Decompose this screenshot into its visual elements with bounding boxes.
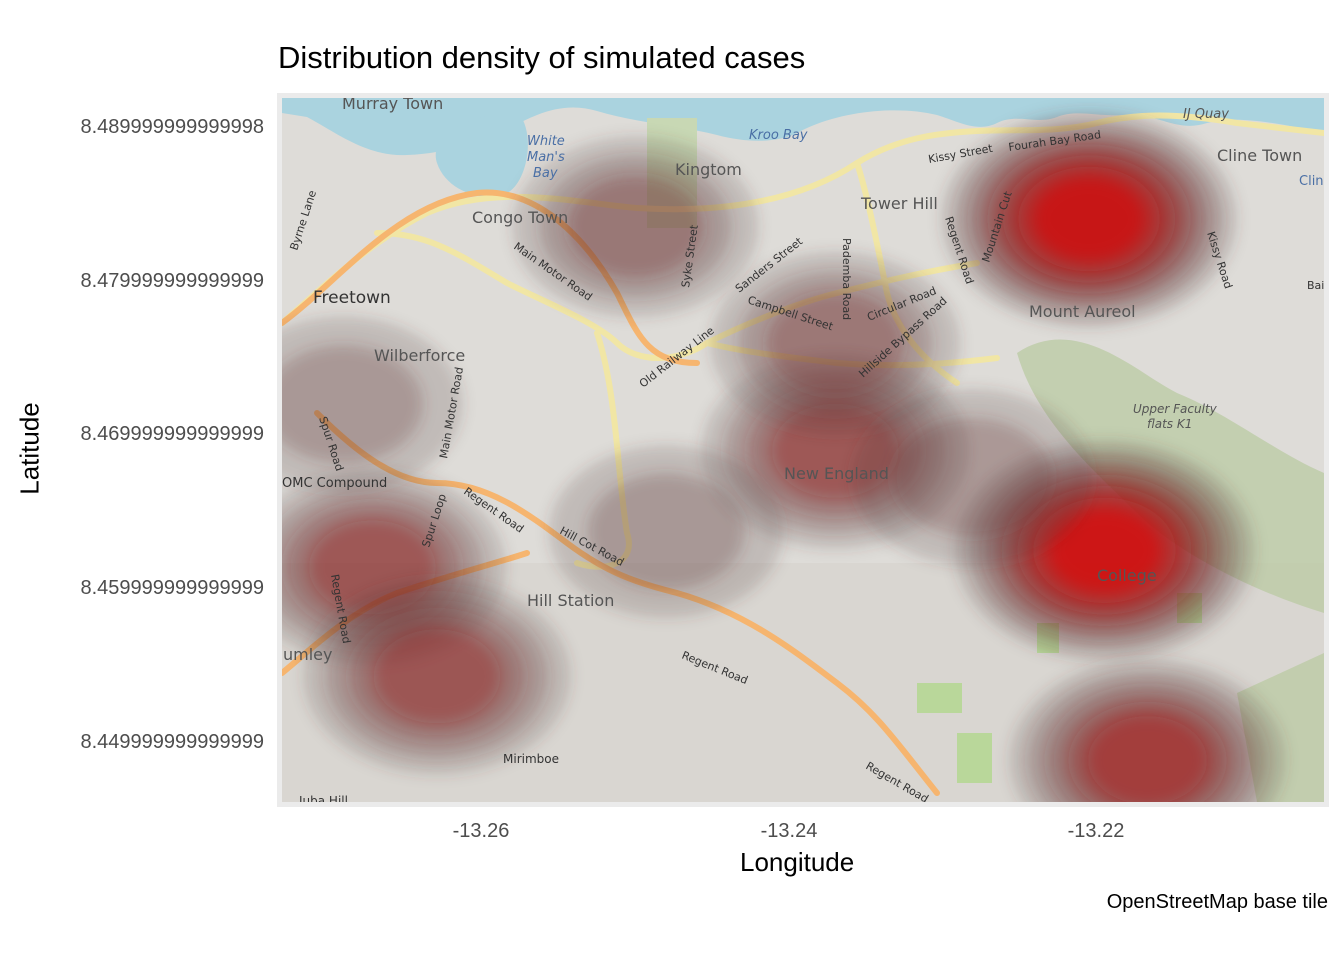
- density-hotspot: [282, 316, 463, 492]
- density-contour: [767, 292, 904, 394]
- map-label: Bay: [533, 166, 558, 181]
- map-label: Wilberforce: [374, 346, 465, 365]
- map-label: Kingtom: [675, 160, 742, 179]
- density-hotspot: [549, 445, 784, 618]
- map-label: umley: [283, 645, 332, 664]
- map-label: Kroo Bay: [749, 128, 808, 143]
- map-panel[interactable]: Murray Town White Man's Bay Kroo Bay IJ …: [277, 93, 1329, 807]
- y-tick-label: 8.489999999999998: [80, 116, 264, 138]
- density-hotspot: [852, 388, 1093, 566]
- map-label: flats K1: [1147, 417, 1192, 431]
- map-label: New England: [784, 464, 889, 483]
- density-hotspot: [303, 578, 571, 775]
- density-hotspot: [512, 136, 759, 317]
- y-tick-label: 8.449999999999999: [80, 731, 264, 753]
- density-layer: [282, 110, 1286, 802]
- street-label: Bai: [1307, 279, 1324, 292]
- map-label: Juba Hill: [298, 794, 348, 807]
- x-tick-label: -13.26: [452, 820, 510, 842]
- map-label: Upper Faculty: [1133, 402, 1218, 416]
- chart-title: Distribution density of simulated cases: [278, 40, 806, 75]
- map-label: Mirimboe: [503, 752, 559, 766]
- map-label: College: [1097, 566, 1157, 585]
- field-area: [917, 683, 962, 713]
- density-contour: [282, 345, 423, 463]
- density-contour: [1033, 177, 1145, 261]
- y-tick-label: 8.459999999999999: [80, 577, 264, 599]
- x-tick-label: -13.24: [760, 820, 818, 842]
- x-tick-label: -13.22: [1067, 820, 1125, 842]
- map-label: Clin: [1299, 174, 1324, 189]
- map-label: Freetown: [313, 288, 391, 308]
- map-label: Man's: [527, 150, 565, 165]
- map-label: Tower Hill: [860, 194, 938, 213]
- map-label: IJ Quay: [1183, 107, 1229, 122]
- map-label: OMC Compound: [282, 476, 387, 491]
- bay-water: [435, 111, 528, 197]
- y-axis-label: Latitude: [14, 402, 45, 495]
- density-hotspot: [941, 110, 1237, 328]
- density-contour: [892, 418, 1053, 537]
- map-label: Hill Station: [527, 591, 614, 610]
- street-label: Pademba Road: [840, 238, 853, 320]
- density-contour: [373, 629, 501, 724]
- y-tick-label: 8.479999999999999: [80, 270, 264, 292]
- map-label: Murray Town: [342, 94, 443, 113]
- density-contour: [587, 473, 745, 590]
- map-label: Mount Aureol: [1029, 302, 1136, 321]
- density-contour: [567, 176, 703, 277]
- x-axis-label: Longitude: [740, 847, 855, 877]
- map-label: Cline Town: [1217, 146, 1302, 165]
- density-contour: [1087, 716, 1208, 802]
- density-hotspot: [710, 252, 960, 435]
- density-hotspot: [1009, 659, 1286, 802]
- map-label: White: [527, 134, 565, 149]
- y-tick-label: 8.469999999999999: [80, 423, 264, 445]
- caption: OpenStreetMap base tile: [1106, 891, 1328, 913]
- map-label: Congo Town: [472, 208, 568, 227]
- density-contour: [1048, 508, 1161, 592]
- field-area: [957, 733, 992, 783]
